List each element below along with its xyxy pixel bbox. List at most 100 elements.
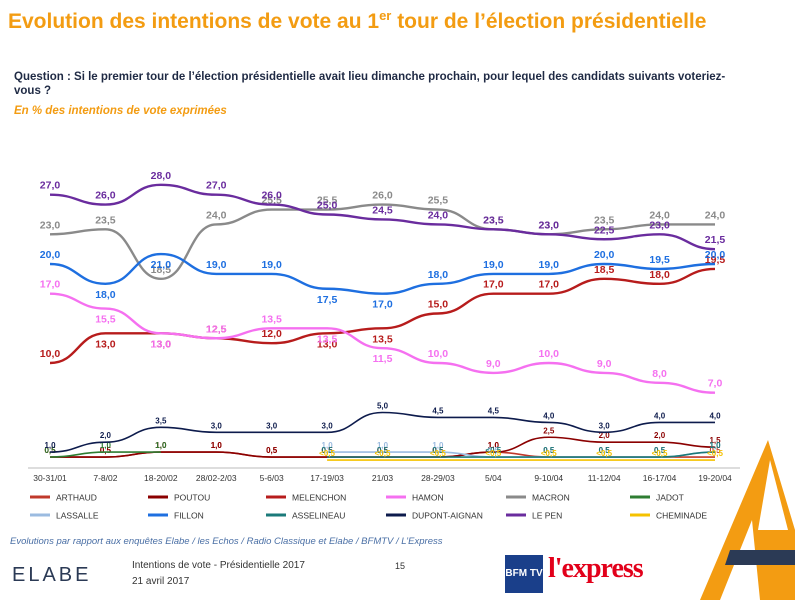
- data-label: 26,0: [372, 190, 393, 202]
- data-label: 4,0: [543, 411, 555, 420]
- data-label: 4,5: [432, 406, 444, 415]
- legend-label: ASSELINEAU: [292, 511, 345, 521]
- series-line-hamon: [49, 292, 716, 394]
- data-label: 18,5: [594, 264, 615, 276]
- data-label: 18,0: [95, 289, 116, 301]
- data-label: 23,5: [95, 214, 116, 226]
- legend-label: HAMON: [412, 493, 444, 503]
- data-label: 3,0: [266, 421, 278, 430]
- data-label: 0,5: [488, 446, 500, 455]
- data-label: 0,5: [266, 446, 278, 455]
- data-label: <0,5: [430, 449, 446, 458]
- data-label: 18,5: [151, 264, 172, 276]
- data-label: 13,5: [317, 333, 338, 345]
- data-label: 1,0: [155, 441, 167, 450]
- data-label: 3,0: [211, 421, 223, 430]
- x-tick-label: 5/04: [485, 473, 502, 483]
- data-label: 9,0: [486, 358, 501, 370]
- x-tick-label: 28/02-2/03: [196, 473, 237, 483]
- data-label: 11,5: [373, 353, 393, 365]
- data-label: 25,5: [428, 195, 449, 207]
- data-label: 10,0: [539, 348, 560, 360]
- legend-label: LE PEN: [532, 511, 562, 521]
- data-label: <0,5: [485, 449, 501, 458]
- data-label: 19,0: [483, 259, 504, 271]
- data-label: 25,5: [317, 195, 338, 207]
- data-label: 1,0: [100, 441, 112, 450]
- data-label: 0,5: [322, 446, 334, 455]
- data-label: 18,0: [649, 269, 670, 281]
- x-tick-label: 16-17/04: [643, 473, 677, 483]
- x-tick-label: 5-6/03: [260, 473, 284, 483]
- data-label: 19,0: [261, 259, 282, 271]
- data-label: 19,0: [206, 259, 227, 271]
- data-label: 1,0: [377, 441, 389, 450]
- x-tick-label: 17-19/03: [310, 473, 344, 483]
- data-label: 26,0: [261, 190, 282, 202]
- data-label: 0,5: [432, 446, 444, 455]
- data-label: 8,0: [652, 368, 667, 380]
- data-label: 13,0: [151, 338, 172, 350]
- data-label: 13,5: [261, 313, 282, 325]
- legend-label: POUTOU: [174, 493, 210, 503]
- data-label: 2,0: [654, 431, 666, 440]
- data-label: <0,5: [652, 449, 668, 458]
- data-label: 0,5: [44, 446, 56, 455]
- data-label: 9,0: [597, 358, 612, 370]
- data-label: 1,0: [709, 441, 721, 450]
- elabe-a-logo-icon: [700, 440, 795, 600]
- question-text: Question : Si le premier tour de l’élect…: [14, 71, 726, 97]
- data-label: 1,0: [211, 441, 223, 450]
- x-tick-label: 30-31/01: [33, 473, 67, 483]
- data-label: 18,0: [428, 269, 449, 281]
- page-title: Evolution des intentions de vote au 1er …: [8, 8, 707, 33]
- legend-label: MACRON: [532, 493, 570, 503]
- data-label: 10,0: [40, 348, 61, 360]
- data-label: 22,5: [594, 224, 615, 236]
- data-label: 12,5: [206, 323, 227, 335]
- data-label: 0,5: [709, 446, 721, 455]
- data-label: 13,0: [95, 338, 116, 350]
- data-label: <0,5: [375, 449, 391, 458]
- data-label: 17,0: [40, 279, 61, 291]
- data-label: 12,0: [261, 328, 282, 340]
- data-label: 0,5: [654, 446, 666, 455]
- data-label: 0,5: [377, 446, 389, 455]
- elabe-logo: ELABE: [12, 564, 92, 586]
- bfmtv-logo: BFM TV: [505, 555, 543, 593]
- data-label: 0,5: [322, 446, 334, 455]
- data-label: 12,5: [206, 323, 227, 335]
- page-number: 15: [395, 561, 406, 571]
- data-label: 2,5: [543, 426, 555, 435]
- data-label: 1,0: [44, 441, 56, 450]
- x-tick-label: 28-29/03: [421, 473, 455, 483]
- data-label: 23,5: [483, 214, 504, 226]
- data-label: 20,0: [40, 249, 61, 261]
- data-label: 1,0: [211, 441, 223, 450]
- data-label: 4,0: [654, 411, 666, 420]
- data-label: 7,0: [708, 378, 723, 390]
- legend-label: DUPONT-AIGNAN: [412, 511, 483, 521]
- date-label: 21 avril 2017: [132, 576, 190, 587]
- data-label: 0,5: [599, 446, 611, 455]
- legend-label: CHEMINADE: [656, 511, 707, 521]
- data-label: 24,0: [428, 209, 449, 221]
- data-label: 1,0: [155, 441, 167, 450]
- data-label: 1,0: [709, 441, 721, 450]
- data-label: 0,5: [654, 446, 666, 455]
- data-label: 25,0: [317, 200, 338, 212]
- data-label: 27,0: [206, 180, 227, 192]
- data-label: 0,5: [100, 446, 112, 455]
- data-label: 17,5: [317, 294, 338, 306]
- data-label: 5,0: [377, 402, 389, 411]
- x-tick-label: 19-20/04: [698, 473, 732, 483]
- data-label: 1,0: [432, 441, 444, 450]
- series-line-jadot: [49, 451, 161, 458]
- data-label: 10,0: [428, 348, 449, 360]
- data-label: 0,5: [44, 446, 56, 455]
- x-tick-label: 9-10/04: [534, 473, 563, 483]
- data-label: 1,0: [155, 441, 167, 450]
- data-label: 2,0: [100, 431, 112, 440]
- data-label: 0,5: [543, 446, 555, 455]
- legend-label: FILLON: [174, 511, 204, 521]
